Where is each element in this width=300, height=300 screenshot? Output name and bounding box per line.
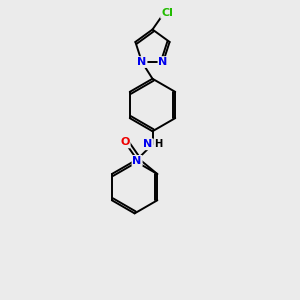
Text: N: N [158,57,168,67]
Text: N: N [137,57,146,67]
Text: H: H [154,139,162,149]
Text: Cl: Cl [161,8,173,18]
Text: N: N [133,156,142,166]
Text: O: O [120,137,130,147]
Text: N: N [143,139,153,149]
